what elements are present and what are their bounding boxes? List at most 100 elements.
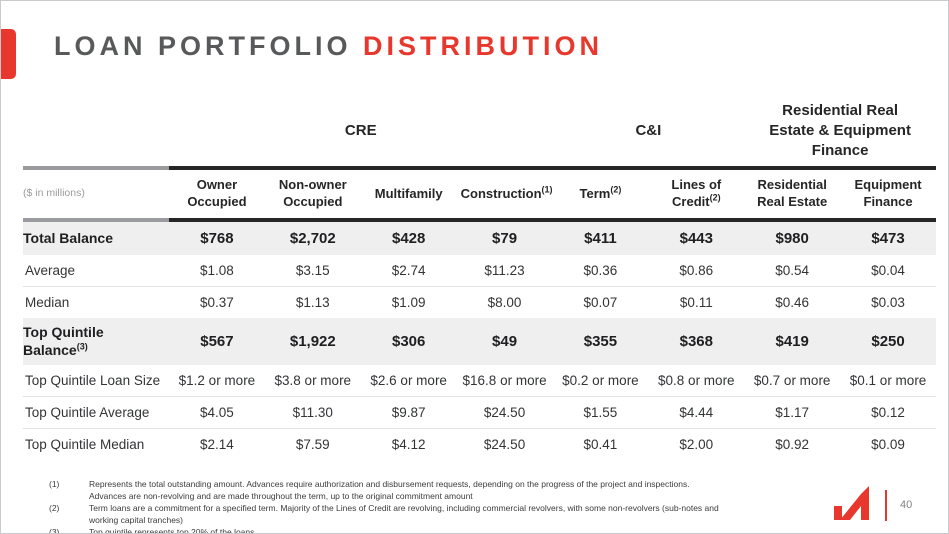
table-cell: $0.04 [840, 255, 936, 287]
table-cell: $2.14 [200, 437, 234, 452]
page-number: 40 [900, 499, 913, 511]
group-header-row: CRE C&I Residential Real Estate & Equipm… [23, 96, 936, 168]
table-cell: $473 [871, 230, 905, 247]
table-cell: $2.00 [679, 437, 714, 452]
table-cell: $368 [679, 333, 713, 350]
group-header-cre: CRE [344, 121, 377, 139]
group-header-spacer [23, 96, 169, 168]
table-cell: $1.55 [552, 396, 649, 429]
col-header-non-owner-occupied: Non-owner Occupied [264, 166, 361, 222]
row-label: Median [25, 295, 70, 310]
group-header-ref: Residential Real Estate & Equipment Fina… [769, 101, 911, 160]
row-label: Total Balance [23, 229, 113, 246]
table-cell: $0.12 [840, 396, 936, 429]
table-cell: $7.59 [295, 437, 330, 452]
col-header-residential-real-estate: Residential Real Estate [744, 166, 841, 222]
table-cell: $0.36 [552, 255, 649, 287]
row-label: Top Quintile Average [23, 396, 169, 429]
table-cell: $0.37 [200, 295, 234, 310]
table-cell: $419 [775, 333, 809, 350]
company-logo-icon [834, 485, 876, 521]
footnote-2: (2) Term loans are a commitment for a sp… [49, 503, 721, 527]
table-cell: $11.23 [456, 255, 553, 287]
table-cell: $11.30 [264, 396, 361, 429]
footnote-number: (1) [49, 479, 60, 489]
footnote-text: Represents the total outstanding amount.… [89, 479, 690, 501]
table-cell: $980 [775, 230, 809, 247]
table-cell: $2.6 or more [360, 365, 457, 397]
units-note: ($ in millions) [23, 166, 169, 222]
table-cell: $0.7 or more [744, 365, 841, 397]
table-cell: $1,922 [289, 333, 336, 350]
table-cell: $1.09 [391, 295, 426, 310]
row-label: Average [23, 255, 169, 287]
table-cell: $567 [200, 333, 234, 350]
table-row-top-quintile-median: Top Quintile Median $2.14 $7.59 $4.12 $2… [23, 429, 936, 461]
group-header-ci: C&I [635, 121, 662, 139]
table-cell: $0.11 [679, 295, 713, 310]
col-header-owner-occupied: Owner Occupied [169, 166, 265, 222]
table-cell: $411 [584, 230, 617, 247]
table-cell: $4.12 [391, 437, 426, 452]
row-label: Top Quintile Balance(3) [23, 324, 104, 358]
table-cell: $0.1 or more [840, 365, 936, 397]
loan-table-wrap: CRE C&I Residential Real Estate & Equipm… [23, 96, 936, 460]
footnote-number: (3) [49, 526, 60, 534]
row-label: Top Quintile Loan Size [23, 365, 169, 397]
table-cell: $1.08 [169, 255, 265, 287]
col-header-term: Term(2) [552, 166, 649, 222]
table-cell: $24.50 [483, 437, 526, 452]
table-cell: $0.46 [775, 295, 810, 310]
table-cell: $3.8 or more [264, 365, 361, 397]
table-row-median: Median $0.37 $1.13 $1.09 $8.00 $0.07 $0.… [23, 287, 936, 319]
column-header-row: ($ in millions) Owner Occupied Non-owner… [23, 166, 936, 222]
table-cell: $79 [492, 230, 518, 247]
table-row-average: Average $1.08 $3.15 $2.74 $11.23 $0.36 $… [23, 255, 936, 287]
table-cell: $1.17 [744, 396, 841, 429]
table-cell: $4.05 [169, 396, 265, 429]
table-cell: $9.87 [360, 396, 457, 429]
page-title-gray: LOAN PORTFOLIO [54, 31, 363, 61]
table-cell: $2,702 [289, 230, 336, 247]
table-row-top-quintile-balance: Top Quintile Balance(3) $567 $1,922 $306… [23, 318, 936, 365]
table-cell: $0.07 [583, 295, 618, 310]
footer-divider [885, 490, 887, 521]
table-cell: $306 [392, 333, 426, 350]
table-row-top-quintile-loan-size: Top Quintile Loan Size $1.2 or more $3.8… [23, 365, 936, 397]
row-label: Top Quintile Median [25, 437, 145, 452]
col-header-equipment-finance: Equipment Finance [840, 166, 936, 222]
table-cell: $0.8 or more [648, 365, 745, 397]
footnote-1: (1) Represents the total outstanding amo… [49, 479, 721, 503]
table-cell: $49 [492, 333, 518, 350]
table-cell: $0.03 [871, 295, 905, 310]
footnotes: (1) Represents the total outstanding amo… [49, 479, 721, 534]
col-header-lines-of-credit: Lines of Credit(2) [648, 166, 745, 222]
table-cell: $0.86 [648, 255, 745, 287]
col-header-construction: Construction(1) [456, 166, 553, 222]
table-cell: $24.50 [456, 396, 553, 429]
table-cell: $0.54 [744, 255, 841, 287]
table-cell: $16.8 or more [456, 365, 553, 397]
table-cell: $3.15 [264, 255, 361, 287]
table-cell: $250 [871, 333, 905, 350]
page-title-red: DISTRIBUTION [363, 31, 603, 61]
table-cell: $0.09 [871, 437, 905, 452]
table-cell: $2.74 [360, 255, 457, 287]
table-cell: $0.2 or more [552, 365, 649, 397]
page-title: LOAN PORTFOLIO DISTRIBUTION [54, 31, 603, 62]
table-cell: $428 [392, 230, 426, 247]
table-cell: $443 [679, 230, 713, 247]
col-header-multifamily: Multifamily [360, 166, 457, 222]
table-cell: $1.2 or more [169, 365, 265, 397]
footnote-text: Term loans are a commitment for a specif… [89, 502, 719, 525]
table-row-total-balance: Total Balance $768 $2,702 $428 $79 $411 … [23, 220, 936, 255]
accent-tab [1, 29, 16, 79]
footnote-text: Top quintile represents top 20% of the l… [89, 526, 255, 534]
table-cell: $0.41 [583, 437, 618, 452]
footnote-number: (2) [49, 502, 60, 513]
footnote-3: (3) Top quintile represents top 20% of t… [49, 526, 721, 534]
table-cell: $8.00 [487, 295, 522, 310]
table-row-top-quintile-average: Top Quintile Average $4.05 $11.30 $9.87 … [23, 396, 936, 429]
table-cell: $0.92 [775, 437, 810, 452]
